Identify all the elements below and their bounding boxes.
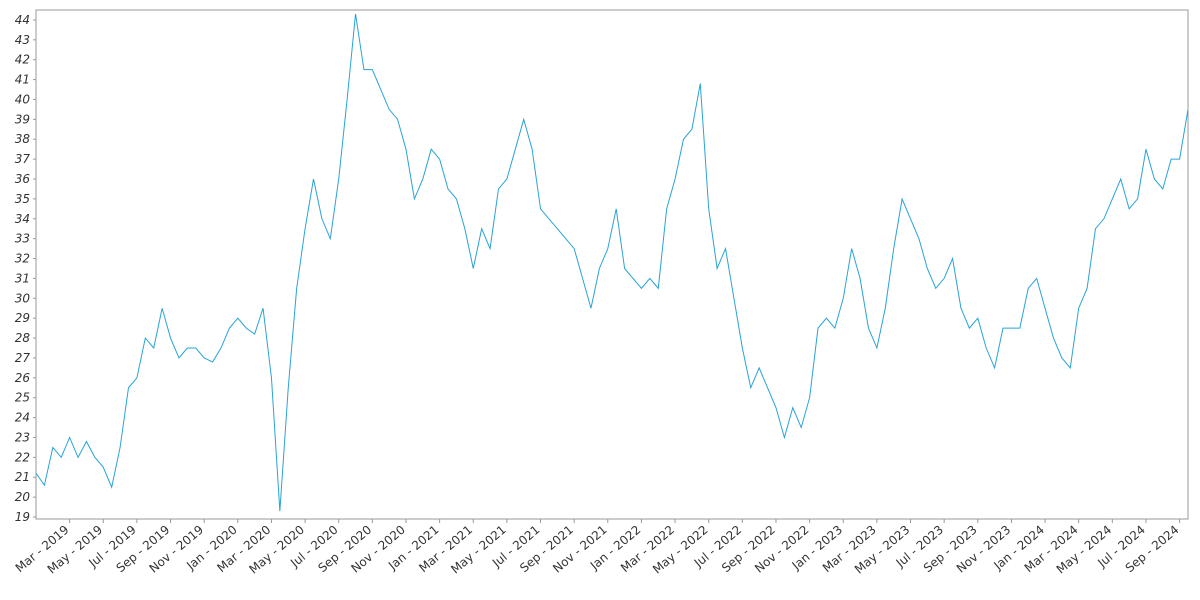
- data-line: [35, 13, 1189, 512]
- y-tick-label: 33: [15, 232, 30, 246]
- y-tick-label: 21: [15, 470, 30, 484]
- y-tick-label: 37: [15, 152, 31, 166]
- y-tick-label: 27: [15, 351, 31, 365]
- y-tick-label: 23: [15, 430, 30, 444]
- y-tick-label: 31: [15, 271, 30, 285]
- y-tick-label: 36: [15, 172, 31, 186]
- y-tick-label: 24: [15, 411, 30, 425]
- y-tick-label: 38: [15, 132, 31, 146]
- y-tick-label: 26: [15, 371, 31, 385]
- y-tick-label: 34: [15, 212, 30, 226]
- y-tick-label: 25: [15, 391, 30, 405]
- y-tick-label: 43: [15, 33, 30, 47]
- y-tick-label: 29: [15, 311, 30, 325]
- y-tick-label: 19: [15, 510, 30, 524]
- y-tick-label: 44: [15, 13, 30, 27]
- y-tick-label: 39: [15, 112, 30, 126]
- y-tick-label: 41: [15, 73, 30, 87]
- y-tick-label: 20: [15, 490, 31, 504]
- y-tick-label: 28: [15, 331, 31, 345]
- y-tick-label: 32: [15, 252, 30, 266]
- y-tick-label: 30: [15, 291, 31, 305]
- y-tick-label: 42: [15, 53, 30, 67]
- y-tick-label: 22: [15, 450, 30, 464]
- plot-frame: [35, 9, 1189, 520]
- y-tick-label: 35: [15, 192, 30, 206]
- y-tick-label: 40: [15, 92, 31, 106]
